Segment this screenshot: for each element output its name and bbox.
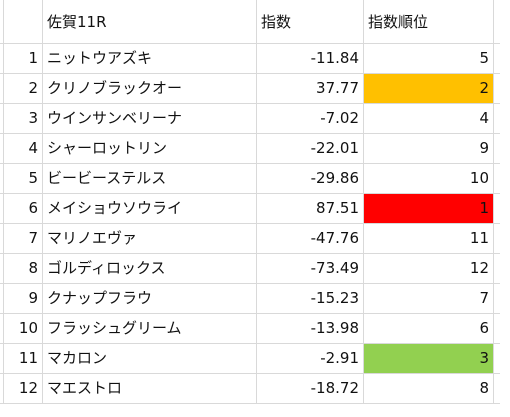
index-value-cell[interactable]: -2.91 [257,344,364,374]
horse-name-cell[interactable]: クナップフラウ [43,284,257,314]
row-number[interactable]: 7 [4,224,43,254]
rank-value-cell[interactable]: 5 [364,44,494,74]
row-edge-cell[interactable] [0,284,4,314]
horse-name-cell[interactable]: シャーロットリン [43,134,257,164]
index-column-header: 指数 [261,13,292,31]
rank-value-cell[interactable]: 3 [364,344,494,374]
row-tail-cell[interactable] [494,344,500,374]
index-value-cell[interactable]: -29.86 [257,164,364,194]
horse-name-cell[interactable]: ゴルディロックス [43,254,257,284]
index-value-cell[interactable]: -7.02 [257,104,364,134]
index-value-cell[interactable]: 37.77 [257,74,364,104]
sheet-grid: 佐賀11R 指数 指数順位 1 ニットウアズキ -11.84 5 2 クリノブラックオー 3… [0,0,500,404]
rank-value-cell[interactable]: 10 [364,164,494,194]
row-tail-cell[interactable] [494,194,500,224]
horse-name-cell[interactable]: ビービーステルス [43,164,257,194]
index-value-cell[interactable]: -11.84 [257,44,364,74]
rank-value-cell[interactable]: 12 [364,254,494,284]
row-tail-cell[interactable] [494,374,500,404]
row-edge-cell[interactable] [0,254,4,284]
header-edge-cell[interactable] [0,0,4,44]
header-tail-cell[interactable] [494,0,500,44]
row-tail-cell[interactable] [494,224,500,254]
row-tail-cell[interactable] [494,74,500,104]
row-number[interactable]: 6 [4,194,43,224]
horse-name-cell[interactable]: クリノブラックオー [43,74,257,104]
rank-column-header: 指数順位 [368,13,429,31]
row-edge-cell[interactable] [0,194,4,224]
horse-name-cell[interactable]: マリノエヴァ [43,224,257,254]
index-value-cell[interactable]: -18.72 [257,374,364,404]
row-number[interactable]: 3 [4,104,43,134]
index-value-cell[interactable]: -73.49 [257,254,364,284]
index-value-cell[interactable]: -47.76 [257,224,364,254]
rank-value-cell[interactable]: 9 [364,134,494,164]
horse-name-cell[interactable]: ニットウアズキ [43,44,257,74]
row-tail-cell[interactable] [494,254,500,284]
row-edge-cell[interactable] [0,74,4,104]
header-rank-cell[interactable]: 指数順位 [364,0,494,44]
row-number[interactable]: 12 [4,374,43,404]
row-number[interactable]: 2 [4,74,43,104]
row-tail-cell[interactable] [494,314,500,344]
header-rownum-cell[interactable] [4,0,43,44]
index-value-cell[interactable]: -22.01 [257,134,364,164]
row-edge-cell[interactable] [0,224,4,254]
rank-value-cell[interactable]: 4 [364,104,494,134]
row-number[interactable]: 1 [4,44,43,74]
index-value-cell[interactable]: -13.98 [257,314,364,344]
horse-name-cell[interactable]: ウインサンベリーナ [43,104,257,134]
rank-value-cell[interactable]: 11 [364,224,494,254]
row-edge-cell[interactable] [0,44,4,74]
rank-value-cell[interactable]: 2 [364,74,494,104]
rank-value-cell[interactable]: 1 [364,194,494,224]
row-tail-cell[interactable] [494,104,500,134]
row-number[interactable]: 11 [4,344,43,374]
row-tail-cell[interactable] [494,134,500,164]
row-number[interactable]: 9 [4,284,43,314]
row-tail-cell[interactable] [494,44,500,74]
row-tail-cell[interactable] [494,164,500,194]
header-index-cell[interactable]: 指数 [257,0,364,44]
header-race-cell[interactable]: 佐賀11R [43,0,257,44]
row-edge-cell[interactable] [0,134,4,164]
row-tail-cell[interactable] [494,284,500,314]
index-value-cell[interactable]: -15.23 [257,284,364,314]
horse-name-cell[interactable]: マカロン [43,344,257,374]
race-title: 佐賀11R [47,13,107,31]
row-edge-cell[interactable] [0,374,4,404]
horse-name-cell[interactable]: フラッシュグリーム [43,314,257,344]
row-edge-cell[interactable] [0,104,4,134]
row-number[interactable]: 4 [4,134,43,164]
row-edge-cell[interactable] [0,344,4,374]
row-edge-cell[interactable] [0,314,4,344]
horse-name-cell[interactable]: マエストロ [43,374,257,404]
row-number[interactable]: 5 [4,164,43,194]
rank-value-cell[interactable]: 8 [364,374,494,404]
index-value-cell[interactable]: 87.51 [257,194,364,224]
row-number[interactable]: 10 [4,314,43,344]
rank-value-cell[interactable]: 7 [364,284,494,314]
horse-name-cell[interactable]: メイショウソウライ [43,194,257,224]
row-edge-cell[interactable] [0,164,4,194]
row-number[interactable]: 8 [4,254,43,284]
rank-value-cell[interactable]: 6 [364,314,494,344]
